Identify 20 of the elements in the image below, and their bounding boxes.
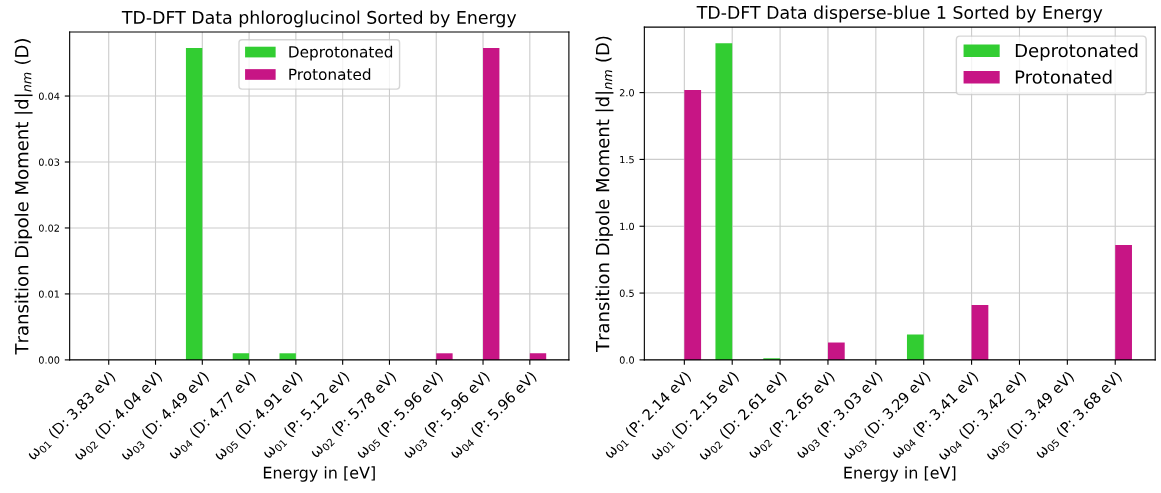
y-tick-label: 0.01 (38, 290, 60, 298)
x-axis-title: Energy in [eV] (844, 466, 956, 482)
legend-label: Deprotonated (289, 45, 393, 61)
legend-label: Deprotonated (1015, 43, 1138, 61)
y-tick-label: 0.04 (38, 92, 60, 100)
y-tick-label: 1.0 (620, 222, 634, 231)
chart-title: TD-DFT Data phloroglucinol Sorted by Energy (121, 10, 517, 28)
x-axis-title: Energy in [eV] (263, 466, 375, 482)
y-tick-label: 0.5 (619, 289, 634, 297)
y-tick-label: 1.5 (620, 156, 634, 164)
legend-label: Protonated (289, 68, 371, 81)
y-tick-label: 0.0 (619, 356, 634, 364)
y-axis-title: Transition Dipole Moment |d|$_{nm}$ (D) (14, 39, 33, 355)
chart-title: TD-DFT Data disperse-blue 1 Sorted by Energy (696, 5, 1103, 23)
y-tick-label: 0.00 (38, 356, 60, 364)
y-tick-label: 0.03 (38, 158, 60, 166)
y-axis-title: Transition Dipole Moment |d|$_{nm}$ (D) (595, 36, 614, 353)
y-tick-label: 2.0 (619, 89, 634, 97)
legend-label: Protonated (1015, 69, 1112, 84)
y-tick-label: 0.02 (38, 224, 59, 232)
